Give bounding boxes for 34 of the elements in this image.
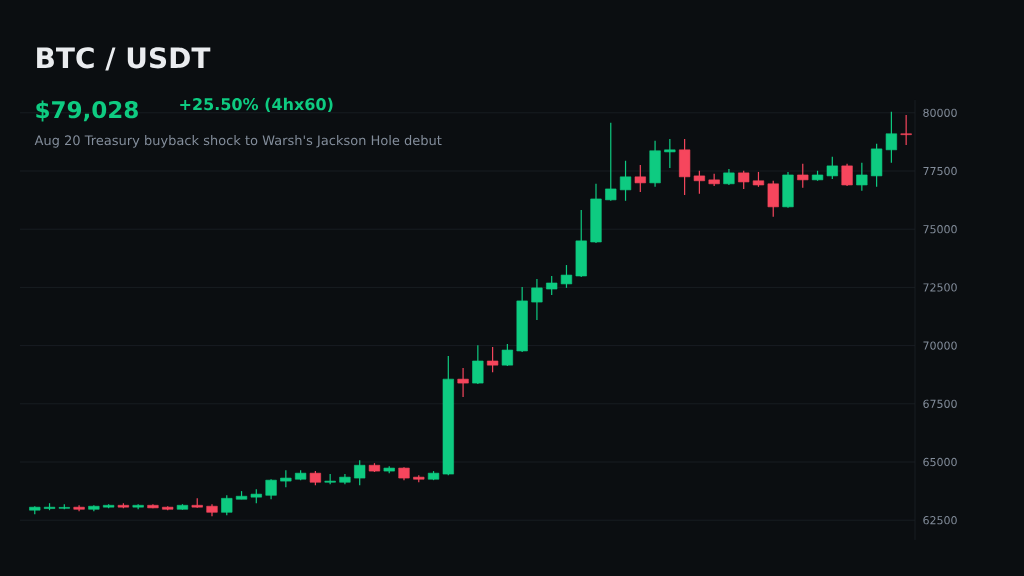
candlestick (826, 156, 838, 180)
candlestick (634, 164, 646, 193)
y-tick-label: 62500 (923, 516, 957, 525)
candlestick (664, 138, 676, 169)
y-tick-label: 67500 (923, 399, 957, 408)
annotation: +25.50% (4hx60) (180, 97, 333, 113)
candlestick (265, 478, 277, 500)
candlestick (605, 122, 617, 202)
y-tick-label: 65000 (923, 457, 957, 467)
candlestick (797, 163, 809, 189)
candlestick (693, 170, 705, 195)
candlestick (531, 278, 543, 321)
candlestick (560, 264, 573, 289)
candlestick (841, 163, 853, 187)
candlestick (856, 162, 868, 192)
candlestick (885, 111, 897, 164)
candlestick (767, 180, 779, 218)
annotation: $79,028 (36, 100, 138, 122)
candlestick (900, 114, 912, 146)
chart-title: BTC / USDT (37, 47, 211, 71)
candlestick (457, 367, 469, 398)
candlestick (487, 346, 499, 373)
y-tick-label: 72500 (923, 283, 957, 292)
y-tick-label: 75000 (923, 225, 957, 234)
candlestick (546, 275, 558, 296)
candlestick (472, 344, 484, 385)
candlestick (221, 494, 233, 516)
candlestick (738, 170, 750, 190)
y-tick-label: 77500 (923, 166, 957, 176)
candlestick (619, 160, 632, 202)
y-tick-label: 70000 (923, 341, 957, 350)
text: Aug 20 Treasury buyback shock to Warsh's Jackson Hole debut (34, 135, 442, 148)
candlestick (354, 459, 366, 486)
y-tick-label: 80000 (923, 108, 957, 117)
